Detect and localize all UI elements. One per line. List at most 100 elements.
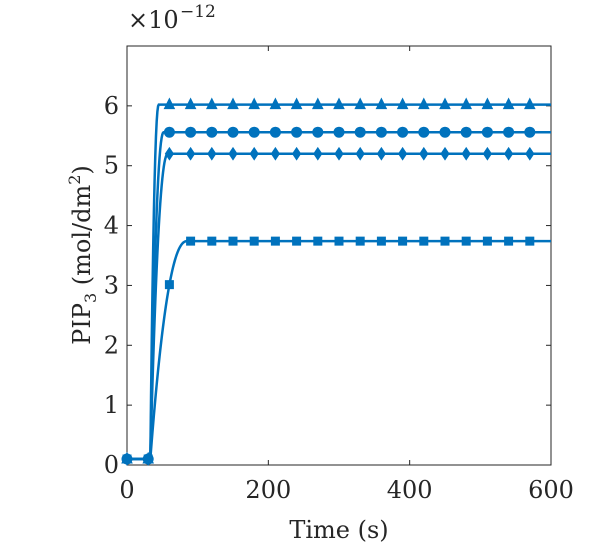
marker-diamond [397, 146, 408, 161]
marker-square [440, 236, 450, 246]
marker-circle [291, 126, 303, 138]
marker-circle [375, 126, 387, 138]
marker-triangle [248, 97, 261, 110]
marker-square [334, 236, 344, 246]
marker-diamond [313, 146, 323, 161]
marker-square [504, 236, 514, 246]
series-line-diamond [127, 152, 551, 461]
series-markers [121, 97, 536, 466]
marker-triangle [184, 97, 197, 110]
y-axis-ticks: 0 1 2 3 4 5 6 [104, 92, 551, 479]
marker-circle [397, 126, 409, 138]
marker-triangle [375, 97, 388, 110]
marker-triangle [481, 97, 494, 110]
marker-diamond [461, 146, 471, 161]
y-axis-label: PIP3 (mol/dm2) [65, 165, 100, 345]
marker-triangle [205, 97, 218, 110]
marker-diamond [503, 146, 514, 161]
y-label-units-sup: 2 [65, 175, 84, 185]
marker-diamond [228, 146, 238, 161]
marker-diamond [249, 146, 259, 161]
marker-triangle [227, 97, 239, 110]
marker-diamond [207, 146, 217, 161]
marker-circle [524, 126, 536, 138]
marker-circle [503, 126, 515, 138]
marker-diamond [419, 146, 429, 161]
marker-circle [460, 126, 472, 138]
y-tick-label: 1 [104, 391, 119, 419]
marker-square [207, 236, 217, 246]
marker-circle [163, 126, 175, 138]
marker-circle [269, 126, 281, 138]
x-tick-label: 0 [119, 476, 134, 504]
y-tick-label: 0 [104, 451, 119, 479]
y-axis-exponent: ×10 −12 [128, 2, 216, 34]
plot-area-box [126, 45, 552, 466]
marker-diamond [440, 146, 450, 161]
marker-triangle [460, 97, 473, 110]
marker-circle [185, 126, 197, 138]
marker-square [525, 236, 535, 246]
series-line-square [127, 239, 551, 461]
marker-square [376, 236, 386, 246]
marker-diamond [270, 146, 281, 161]
marker-diamond [525, 146, 535, 161]
y-tick-label: 3 [104, 271, 119, 299]
marker-circle [333, 126, 345, 138]
marker-triangle [417, 97, 430, 110]
marker-diamond [185, 146, 196, 161]
marker-square [461, 236, 471, 246]
marker-square [292, 236, 302, 246]
x-tick-label: 600 [528, 476, 574, 504]
marker-triangle [523, 97, 536, 110]
marker-triangle [333, 97, 345, 110]
marker-triangle [269, 97, 282, 110]
marker-circle [439, 126, 451, 138]
marker-circle [354, 126, 366, 138]
marker-diamond [482, 146, 493, 161]
y-exponent-base: ×10 [128, 6, 179, 34]
x-tick-label: 200 [245, 476, 291, 504]
marker-square [228, 236, 238, 246]
y-tick-label: 5 [104, 152, 119, 180]
marker-square [270, 236, 280, 246]
marker-circle [206, 126, 218, 138]
x-axis-ticks: 0 200 400 600 [119, 46, 574, 504]
marker-circle [481, 126, 493, 138]
y-exponent-power: −12 [180, 2, 216, 22]
marker-square [249, 236, 259, 246]
marker-square [143, 454, 153, 464]
marker-triangle [502, 97, 515, 110]
marker-diamond [355, 146, 365, 161]
y-label-units-open: (mol/dm [68, 185, 96, 293]
marker-square [313, 236, 323, 246]
x-axis-label: Time (s) [289, 516, 388, 544]
marker-diamond [376, 146, 387, 161]
y-tick-label: 2 [104, 331, 119, 359]
marker-square [398, 236, 408, 246]
marker-circle [248, 126, 260, 138]
marker-circle [418, 126, 430, 138]
marker-triangle [396, 97, 409, 110]
y-label-main: PIP [68, 303, 96, 345]
marker-square [482, 236, 492, 246]
marker-triangle [290, 97, 303, 110]
marker-triangle [439, 97, 451, 110]
marker-circle [312, 126, 324, 138]
marker-square [355, 236, 365, 246]
marker-triangle [163, 97, 176, 110]
marker-triangle [354, 97, 367, 110]
marker-diamond [291, 146, 302, 161]
marker-square [419, 236, 429, 246]
marker-triangle [311, 97, 324, 110]
y-label-sub: 3 [81, 293, 100, 303]
marker-circle [227, 126, 239, 138]
marker-diamond [164, 146, 175, 161]
marker-square [186, 236, 196, 246]
x-tick-label: 400 [387, 476, 433, 504]
marker-square [164, 280, 174, 290]
y-tick-label: 4 [104, 212, 119, 240]
y-tick-label: 6 [104, 92, 119, 120]
y-label-units-close: ) [68, 165, 96, 174]
